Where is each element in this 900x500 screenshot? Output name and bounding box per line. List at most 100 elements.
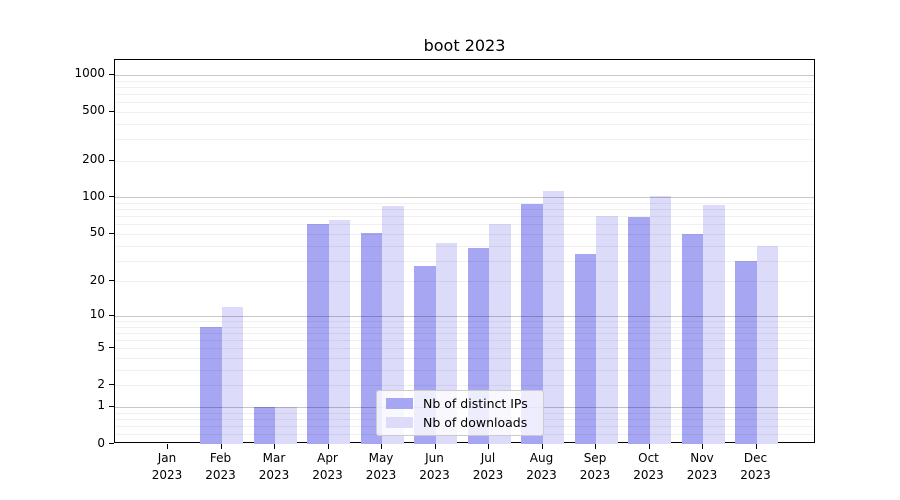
gridline (115, 385, 814, 387)
gridline (115, 102, 814, 104)
bar-distinct-ips-nov (681, 233, 703, 444)
x-tick-label: Nov 2023 (686, 451, 718, 482)
gridline (115, 224, 814, 226)
gridline (115, 348, 814, 350)
y-axis-tick (109, 443, 114, 444)
x-axis-tick (327, 444, 329, 449)
gridline (115, 80, 814, 82)
gridline (115, 369, 814, 371)
bar-downloads-aug (542, 191, 564, 444)
gridline (115, 203, 814, 205)
x-axis-tick (702, 444, 703, 449)
bar-distinct-ips-mar (253, 406, 275, 444)
gridline (115, 216, 814, 218)
legend-swatch-downloads (386, 417, 413, 428)
bar-distinct-ips-aug (521, 204, 543, 444)
x-tick-label: Feb 2023 (205, 451, 236, 482)
x-axis-tick (648, 444, 650, 449)
y-axis-tick (109, 280, 114, 282)
y-tick-label: 200 (82, 152, 105, 167)
bar-distinct-ips-feb (200, 326, 222, 444)
gridline (115, 86, 814, 88)
x-tick-label: Jul 2023 (472, 451, 504, 482)
gridline (115, 326, 814, 328)
y-axis-tick (109, 314, 114, 316)
y-axis-tick (109, 73, 114, 75)
y-tick-label: 500 (82, 103, 105, 118)
x-axis-tick (541, 444, 543, 449)
y-axis-tick (109, 347, 114, 349)
x-tick-label: Sep 2023 (579, 451, 611, 482)
gridline (115, 332, 814, 334)
y-tick-label: 1000 (74, 66, 105, 81)
y-axis-tick (109, 196, 114, 198)
y-axis-tick (109, 405, 114, 407)
bar-distinct-ips-apr (307, 224, 329, 444)
legend-label-distinct-ips: Nb of distinct IPs (423, 395, 528, 411)
y-axis-tick (109, 159, 114, 161)
y-tick-label: 5 (97, 339, 105, 354)
bar-downloads-sep (596, 216, 618, 444)
gridline (115, 139, 814, 141)
y-tick-label: 2 (97, 376, 105, 391)
gridline (115, 111, 814, 113)
x-tick-label: Jan 2023 (151, 451, 183, 482)
legend-item-downloads: Nb of downloads (386, 414, 543, 430)
x-axis-tick (167, 444, 168, 449)
bar-downloads-may (382, 206, 404, 444)
legend-label-downloads: Nb of downloads (423, 414, 528, 430)
gridline (115, 209, 814, 211)
gridline (115, 245, 814, 247)
gridline (115, 93, 814, 95)
x-axis-tick (755, 444, 757, 449)
bar-distinct-ips-dec (735, 260, 757, 444)
x-tick-label: Dec 2023 (740, 451, 771, 482)
x-tick-label: Apr 2023 (312, 451, 343, 482)
gridline (115, 160, 814, 162)
x-axis-tick (488, 444, 489, 449)
gridline (115, 321, 814, 322)
y-tick-label: 1 (97, 398, 105, 413)
y-tick-label: 0 (97, 435, 105, 450)
y-axis-tick (109, 232, 114, 234)
gridline (115, 260, 814, 262)
y-axis-tick (109, 384, 114, 386)
bar-distinct-ips-oct (628, 217, 650, 444)
x-axis-tick (220, 444, 222, 449)
x-axis-tick (595, 444, 596, 449)
x-axis-tick (434, 444, 436, 449)
gridline (115, 358, 814, 360)
gridline (115, 197, 814, 199)
gridline (115, 340, 814, 342)
y-tick-label: 50 (89, 225, 105, 240)
legend-item-distinct-ips: Nb of distinct IPs (386, 395, 543, 411)
bar-downloads-nov (703, 204, 725, 444)
x-axis-tick (381, 444, 382, 449)
gridline (115, 281, 814, 283)
gridline (115, 315, 814, 317)
gridline (115, 233, 814, 235)
x-tick-label: Mar 2023 (258, 451, 290, 482)
bar-downloads-jul (489, 224, 511, 444)
gridline (115, 74, 814, 76)
bar-downloads-dec (756, 245, 778, 444)
x-tick-label: May 2023 (365, 451, 397, 482)
bar-downloads-oct (649, 195, 671, 444)
legend-swatch-distinct-ips (386, 398, 413, 409)
y-tick-label: 10 (89, 307, 105, 322)
x-axis-tick (274, 444, 275, 449)
legend: Nb of distinct IPs Nb of downloads (376, 390, 544, 436)
bar-downloads-mar (275, 406, 297, 444)
plot-area (114, 59, 815, 444)
bar-distinct-ips-sep (574, 254, 596, 444)
y-tick-label: 20 (89, 272, 105, 287)
chart-title: boot 2023 (423, 36, 506, 55)
x-tick-label: Jun 2023 (419, 451, 450, 482)
bar-downloads-apr (328, 220, 350, 444)
y-axis-tick (109, 110, 114, 112)
x-tick-label: Oct 2023 (633, 451, 664, 482)
bar-downloads-feb (221, 306, 243, 444)
gridline (115, 123, 814, 125)
y-tick-label: 100 (82, 188, 105, 203)
